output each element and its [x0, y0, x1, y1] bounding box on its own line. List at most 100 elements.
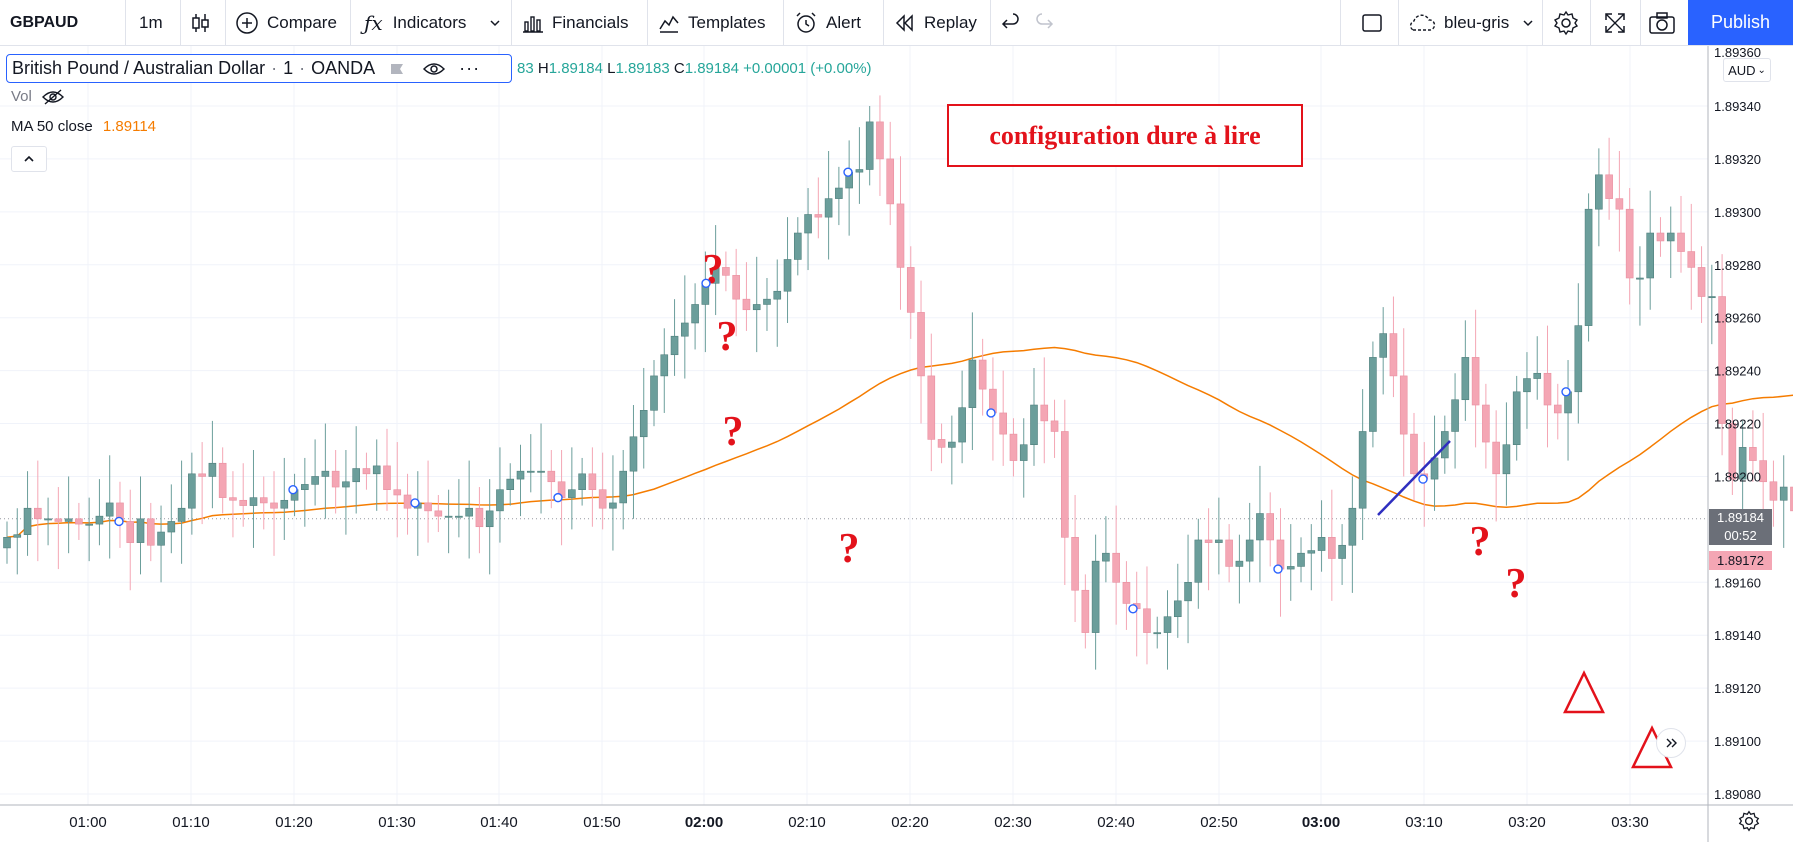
session-marker [553, 492, 563, 503]
last-price-value: 1.89184 [1717, 510, 1764, 525]
high-value: 1.89184 [548, 60, 603, 77]
candle-down [1615, 198, 1624, 210]
candle-down [393, 489, 402, 496]
candle-up [249, 497, 258, 506]
financials-button[interactable]: Financials [522, 0, 629, 45]
layout-name-label: bleu-gris [1444, 12, 1510, 32]
candle-up [301, 484, 309, 490]
candle-up [1666, 232, 1675, 242]
candle-down [239, 499, 248, 506]
templates-button[interactable]: Templates [658, 0, 765, 45]
candle-up [444, 515, 453, 518]
axis-settings-button[interactable] [1736, 808, 1762, 834]
candle-up [1379, 333, 1387, 358]
candle-up [1779, 486, 1788, 501]
symbol-legend[interactable]: British Pound / Australian Dollar · 1 · … [6, 54, 512, 83]
candle-up [85, 523, 93, 526]
candle-up [1091, 560, 1100, 633]
collapse-legend-button[interactable] [11, 146, 47, 172]
candle-up [526, 470, 535, 473]
candle-down [1389, 333, 1398, 377]
chart-canvas[interactable]: ?????? 1.89340 1.89320 1.89300 1.89280 1.892… [0, 46, 1793, 842]
candle-up [311, 476, 319, 485]
candle-up [865, 121, 874, 170]
candle-up [1317, 537, 1326, 551]
scroll-to-realtime-button[interactable] [1656, 728, 1686, 758]
symbol-search[interactable]: GBPAUD [10, 0, 78, 45]
fullscreen-button[interactable] [1603, 0, 1627, 45]
candle-up [804, 214, 812, 234]
candle-down [218, 462, 227, 498]
low-label: L [607, 60, 616, 77]
redo-button[interactable] [1033, 0, 1055, 45]
fullscreen-layout-button[interactable] [1360, 0, 1384, 45]
undo-icon [1000, 12, 1022, 34]
flag-icon[interactable] [389, 61, 405, 77]
candle-down [54, 518, 63, 522]
candle-down [75, 518, 83, 525]
layout-name-button[interactable]: bleu-gris [1406, 0, 1535, 45]
candle-up [1348, 507, 1357, 546]
settings-button[interactable] [1553, 0, 1579, 45]
candle-down [1399, 375, 1408, 435]
alert-label: Alert [826, 12, 861, 32]
candle-down [1656, 232, 1665, 242]
ma-legend[interactable]: MA 50 close 1.89114 [11, 118, 156, 135]
x-tick-label: 01:20 [275, 814, 313, 831]
candle-up [855, 169, 864, 173]
candle-up [752, 304, 761, 311]
ma-price-value: 1.89172 [1717, 553, 1764, 568]
candle-down [1697, 267, 1706, 297]
annotation-box[interactable]: configuration dure à lire [947, 104, 1303, 167]
vol-legend[interactable]: Vol [11, 88, 64, 105]
snapshot-button[interactable] [1648, 0, 1676, 45]
candle-down [1553, 404, 1562, 414]
eye-hidden-icon[interactable] [41, 88, 64, 105]
candle-up [578, 473, 586, 490]
candle-down [1625, 208, 1634, 279]
undo-button[interactable] [1000, 0, 1022, 45]
replay-button[interactable]: Replay [894, 0, 977, 45]
replay-label: Replay [924, 12, 977, 32]
indicators-dropdown[interactable] [488, 0, 502, 45]
candle-down [1112, 552, 1120, 583]
candle-down [1410, 433, 1418, 475]
gear-icon [1738, 810, 1760, 832]
compare-label: Compare [267, 12, 337, 32]
indicators-button[interactable]: ƒx Indicators [364, 0, 466, 45]
y-tick-label: 1.89360 [1714, 46, 1761, 60]
candle-up [711, 267, 720, 284]
publish-button[interactable]: Publish [1688, 0, 1793, 45]
candle-up [1297, 552, 1305, 567]
x-tick-label: 03:30 [1611, 814, 1649, 831]
session-marker [410, 498, 420, 508]
candle-down [1543, 372, 1552, 406]
annotation-text: configuration dure à lire [989, 120, 1261, 150]
legend-title: British Pound / Australian Dollar [12, 58, 266, 78]
camera-icon [1648, 11, 1676, 35]
candle-up [1173, 600, 1182, 618]
rewind-icon [894, 12, 916, 34]
candle-down [1605, 174, 1613, 199]
candle-down [1759, 460, 1767, 483]
candle-up [1338, 544, 1346, 559]
candle-up [1286, 566, 1295, 570]
candles-icon [190, 12, 212, 34]
chart-type-button[interactable] [190, 0, 212, 45]
interval-button[interactable]: 1m [139, 0, 163, 45]
session-marker [288, 484, 298, 495]
compare-button[interactable]: Compare [235, 0, 337, 45]
candle-down [1204, 539, 1213, 543]
currency-selector[interactable]: AUD ⌄ [1723, 58, 1771, 82]
candle-up [948, 441, 956, 448]
alarm-clock-icon [794, 11, 818, 35]
candle-down [927, 375, 936, 440]
candle-down [259, 497, 268, 504]
candle-down [229, 497, 237, 501]
close-label: C [673, 60, 685, 77]
candle-up [64, 518, 73, 522]
candle-down [434, 510, 443, 517]
alert-button[interactable]: Alert [794, 0, 861, 45]
eye-icon[interactable] [423, 61, 446, 77]
more-icon[interactable]: ··· [459, 58, 481, 78]
